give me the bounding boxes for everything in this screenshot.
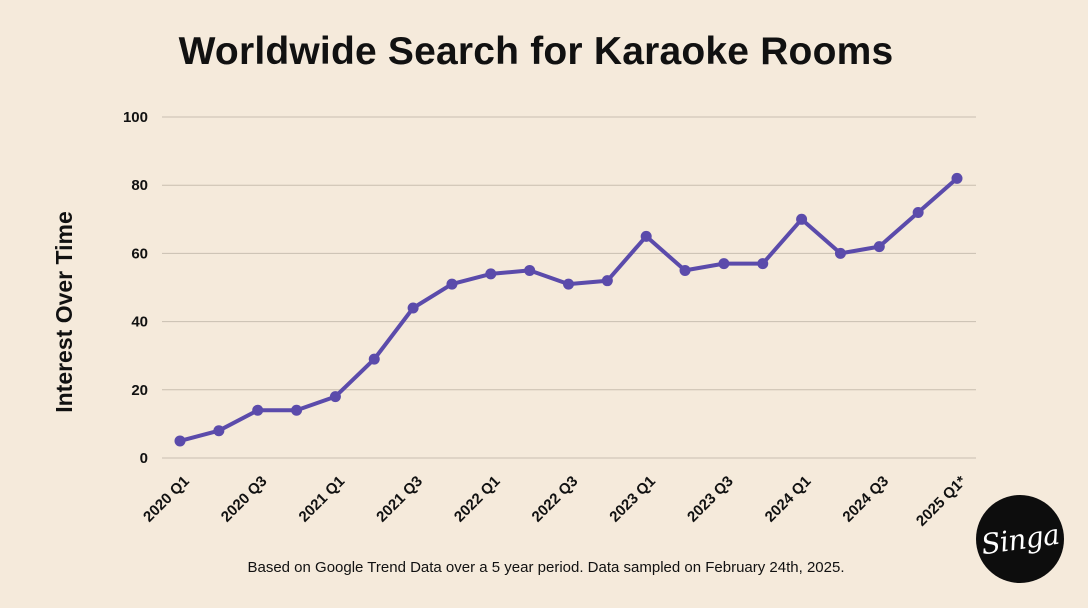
data-point-9 bbox=[524, 264, 536, 276]
y-tick-label: 0 bbox=[140, 450, 148, 467]
data-point-14 bbox=[718, 258, 730, 270]
x-tick-labels: 2020 Q1 2020 Q3 2021 Q1 2021 Q3 2022 Q1 2022 … bbox=[140, 473, 970, 530]
singa-logo: Singa bbox=[976, 495, 1064, 583]
chart-title: Worldwide Search for Karaoke Rooms bbox=[178, 30, 894, 73]
y-tick-labels: 0 20 40 60 80 100 bbox=[123, 109, 148, 467]
x-tick-label: 2023 Q3 bbox=[684, 473, 737, 526]
x-tick-label: 2022 Q1 bbox=[451, 473, 504, 526]
x-tick-label: 2025 Q1* bbox=[913, 473, 970, 530]
data-point-0 bbox=[174, 435, 186, 447]
data-point-19 bbox=[912, 206, 924, 218]
data-point-8 bbox=[485, 268, 497, 280]
x-tick-label: 2020 Q3 bbox=[218, 473, 271, 526]
y-tick-label: 20 bbox=[131, 382, 148, 399]
y-axis-label: Interest Over Time bbox=[51, 211, 77, 413]
data-point-15 bbox=[757, 258, 769, 270]
data-point-20 bbox=[951, 172, 963, 184]
x-tick-label: 2021 Q1 bbox=[296, 473, 349, 526]
data-point-18 bbox=[873, 241, 885, 253]
data-point-6 bbox=[407, 302, 419, 314]
data-point-5 bbox=[368, 353, 380, 365]
series-layer bbox=[174, 172, 963, 447]
data-point-3 bbox=[291, 404, 303, 416]
x-tick-label: 2022 Q3 bbox=[529, 473, 582, 526]
data-point-1 bbox=[213, 425, 225, 437]
y-tick-label: 60 bbox=[131, 245, 148, 262]
y-tick-label: 100 bbox=[123, 109, 148, 126]
data-point-7 bbox=[446, 278, 458, 290]
data-point-2 bbox=[252, 404, 264, 416]
x-tick-label: 2024 Q1 bbox=[762, 473, 815, 526]
x-tick-label: 2021 Q3 bbox=[373, 473, 426, 526]
x-tick-label: 2020 Q1 bbox=[140, 473, 193, 526]
data-point-13 bbox=[679, 264, 691, 276]
x-tick-label: 2024 Q3 bbox=[839, 473, 892, 526]
series-line bbox=[178, 176, 959, 443]
gridlines bbox=[162, 116, 976, 459]
y-tick-label: 80 bbox=[131, 177, 148, 194]
x-tick-label: 2023 Q1 bbox=[606, 473, 659, 526]
data-point-12 bbox=[640, 230, 652, 242]
footnote: Based on Google Trend Data over a 5 year… bbox=[247, 559, 845, 576]
data-point-16 bbox=[796, 213, 808, 225]
logo-text: Singa bbox=[978, 517, 1062, 561]
y-tick-label: 40 bbox=[131, 314, 148, 331]
data-point-11 bbox=[601, 275, 613, 287]
data-point-4 bbox=[329, 391, 341, 403]
data-point-17 bbox=[834, 247, 846, 259]
data-point-10 bbox=[563, 278, 574, 290]
